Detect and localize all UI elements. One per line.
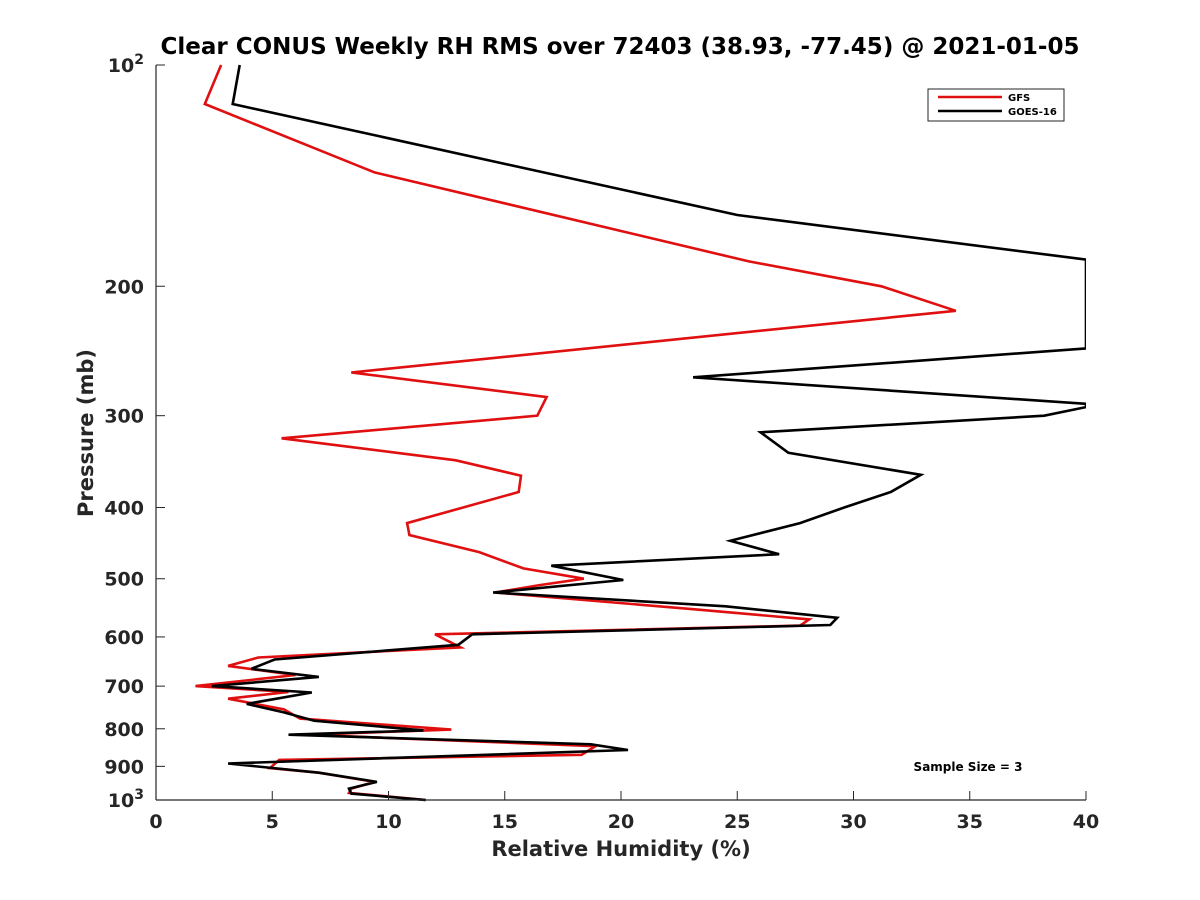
y-tick-label: 400	[104, 498, 144, 520]
series-layer	[195, 64, 1086, 802]
y-tick-label: 103	[108, 787, 144, 812]
y-tick-label: 200	[104, 276, 144, 298]
y-tick-label: 102	[108, 52, 144, 77]
y-tick-label: 500	[104, 569, 144, 591]
y-axis-label: Pressure (mb)	[74, 349, 98, 517]
y-tick-label: 800	[104, 719, 144, 741]
x-tick-label: 30	[840, 811, 866, 833]
series-line-gfs	[195, 64, 957, 802]
x-ticks: 0 5 10 15 20 25 30 35 40	[149, 791, 1099, 833]
series-line-goes16	[211, 64, 1086, 802]
legend-label-goes16: GOES-16	[1008, 107, 1057, 118]
x-tick-label: 25	[724, 811, 750, 833]
x-tick-label: 20	[608, 811, 634, 833]
legend-box	[927, 88, 1065, 122]
chart-title: Clear CONUS Weekly RH RMS over 72403 (38…	[161, 34, 1080, 60]
y-tick-label: 300	[104, 406, 144, 428]
legend-label-gfs: GFS	[1008, 93, 1030, 104]
legend: GFS GOES-16	[927, 88, 1065, 122]
x-tick-label: 15	[492, 811, 518, 833]
x-axis-label: Relative Humidity (%)	[491, 837, 750, 861]
x-tick-label: 0	[149, 811, 162, 833]
y-tick-label: 700	[104, 676, 144, 698]
sample-size-annotation: Sample Size = 3	[914, 760, 1023, 774]
y-tick-label: 900	[104, 756, 144, 778]
x-tick-label: 5	[266, 811, 279, 833]
x-tick-label: 35	[957, 811, 983, 833]
x-tick-label: 40	[1073, 811, 1099, 833]
x-tick-label: 10	[375, 811, 401, 833]
y-ticks: 102 200 300 400 500 600 700 800 900 103	[104, 52, 165, 812]
y-tick-label: 600	[104, 627, 144, 649]
